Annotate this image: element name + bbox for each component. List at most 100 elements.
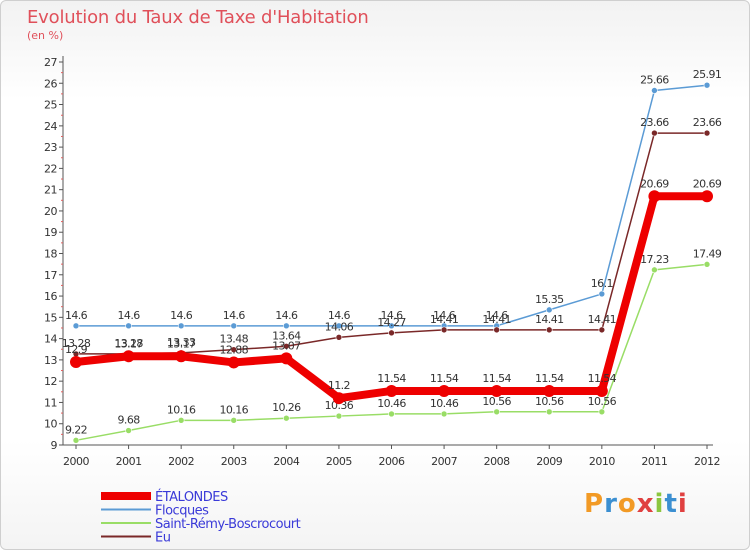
data-point [545,408,553,416]
y-tick-label: 25 [44,99,57,112]
data-label: 14.6 [118,309,141,322]
x-tick-label: 2000 [63,455,89,468]
x-tick-label: 2005 [326,455,352,468]
logo-letter: P [584,489,605,519]
y-tick-label: 26 [44,77,57,90]
data-label: 14.41 [535,313,564,326]
data-point [595,384,608,397]
data-point [230,322,238,330]
y-tick-label: 22 [44,162,57,175]
data-label: 23.66 [640,116,669,129]
data-point [125,322,132,330]
data-point [122,350,135,363]
data-label: 15.35 [535,293,564,306]
data-label: 25.66 [640,74,669,87]
chart-title: Evolution du Taux de Taxe d'Habitation [27,7,369,28]
data-point [125,427,132,434]
data-label: 14.27 [377,316,406,329]
data-point [493,408,500,416]
legend: ÉTALONDESFlocquesSaint-Rémy-BoscrocourtE… [101,489,301,546]
legend-label: ÉTALONDES [155,489,228,505]
data-label: 10.26 [272,401,301,414]
logo-letter: i [654,489,665,519]
data-label: 20.69 [693,177,722,190]
data-label: 14.6 [65,309,88,322]
y-tick-label: 18 [44,248,57,261]
data-label: 14.41 [430,313,459,326]
data-point [388,322,395,330]
data-label: 14.6 [380,309,403,322]
data-label: 11.54 [535,372,564,385]
data-point [385,384,398,397]
data-point [72,322,80,330]
data-label: 14.6 [170,309,193,322]
data-label: 13.28 [62,337,91,350]
data-label: 14.41 [482,313,511,326]
data-label: 13.33 [167,336,196,349]
data-point [283,342,290,350]
data-point [177,417,185,424]
data-label: 9.22 [65,423,87,436]
data-label: 11.54 [430,372,459,385]
x-tick-label: 2001 [116,455,142,468]
data-point [703,129,711,137]
x-tick-label: 2002 [168,455,194,468]
data-label: 11.2 [328,379,350,392]
data-point [280,352,293,365]
data-label: 14.6 [486,309,509,322]
y-tick-label: 16 [44,290,57,303]
data-point [335,412,343,420]
data-point [227,356,240,369]
data-label: 14.6 [275,309,298,322]
data-point [598,408,606,416]
y-tick-label: 11 [44,396,57,409]
data-point [230,417,238,424]
data-point [177,322,185,330]
data-label: 13.64 [272,329,301,342]
logo-letter: r [604,489,618,519]
data-point [175,350,188,363]
series-saint-remy-boscrocourt: 9.22 9.68 10.16 10.16 10.26 10.36 10.46 10.46 10… [65,247,722,444]
data-label: 13.48 [220,333,249,346]
series-line [72,192,711,403]
data-point [490,384,503,397]
data-label: 23.66 [693,116,722,129]
data-point [493,326,500,334]
data-point [648,190,661,203]
y-tick-label: 19 [44,226,57,239]
y-tick-label: 15 [44,311,57,324]
data-label: 14.41 [588,313,617,326]
legend-label: Eu [155,531,171,546]
data-point [651,87,658,94]
data-point [438,384,451,397]
data-point [651,266,658,274]
data-point [543,384,556,397]
x-tick-label: 2007 [431,455,457,468]
proxiti-logo: Proxiti [584,489,688,519]
data-point [545,326,553,334]
data-point [703,261,711,268]
logo-letter: i [677,489,688,519]
y-tick-label: 24 [44,120,57,133]
data-label: 25.91 [693,68,722,81]
x-tick-label: 2012 [694,455,720,468]
y-tick-label: 12 [44,375,57,388]
data-point [440,326,448,334]
data-point [701,190,713,203]
data-label: 11.54 [588,372,617,385]
data-label: 14.6 [328,309,351,322]
data-point [72,437,80,444]
y-tick-label: 17 [44,269,57,282]
data-point [598,326,606,334]
data-point [388,329,395,337]
data-point [70,356,82,369]
data-label: 16.1 [591,277,613,290]
data-label: 20.69 [640,177,669,190]
y-tick-label: 10 [44,418,57,431]
data-label: 10.46 [430,397,459,410]
y-tick-label: 9 [51,439,58,452]
data-label: 11.54 [482,372,511,385]
legend-label: Flocques [155,504,209,519]
y-tick-label: 14 [44,333,57,346]
